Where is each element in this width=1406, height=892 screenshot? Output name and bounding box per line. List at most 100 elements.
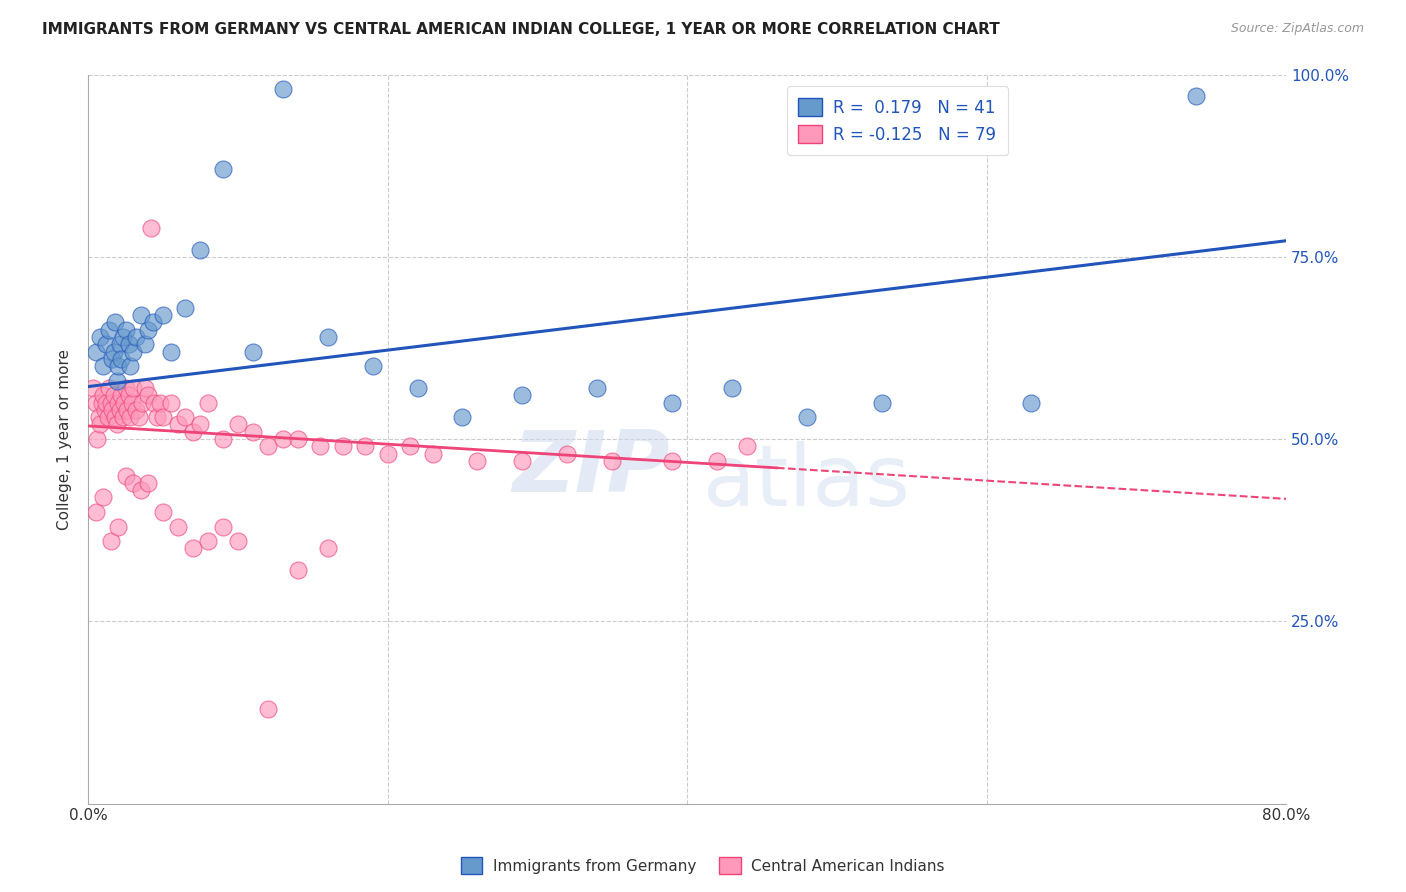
Point bbox=[190, 243, 212, 257]
Point bbox=[139, 220, 162, 235]
Point bbox=[120, 359, 142, 373]
Point bbox=[167, 417, 190, 432]
Point bbox=[512, 454, 534, 468]
Legend: R =  0.179   N = 41, R = -0.125   N = 79: R = 0.179 N = 41, R = -0.125 N = 79 bbox=[787, 87, 1008, 155]
Point bbox=[105, 417, 128, 432]
Point bbox=[87, 410, 110, 425]
Point bbox=[197, 534, 219, 549]
Point bbox=[122, 344, 145, 359]
Point bbox=[129, 483, 152, 497]
Point bbox=[107, 395, 129, 409]
Point bbox=[146, 410, 169, 425]
Point bbox=[93, 403, 115, 417]
Point bbox=[121, 395, 143, 409]
Point bbox=[128, 410, 150, 425]
Point bbox=[181, 425, 204, 439]
Point bbox=[101, 403, 124, 417]
Point bbox=[152, 505, 174, 519]
Point bbox=[796, 410, 818, 425]
Point bbox=[212, 432, 235, 446]
Point bbox=[316, 330, 339, 344]
Point bbox=[98, 381, 121, 395]
Point bbox=[212, 162, 235, 177]
Text: atlas: atlas bbox=[703, 442, 911, 524]
Point bbox=[287, 563, 309, 577]
Point bbox=[256, 439, 278, 453]
Point bbox=[512, 388, 534, 402]
Point bbox=[84, 395, 107, 409]
Point bbox=[152, 410, 174, 425]
Point bbox=[136, 323, 159, 337]
Point bbox=[94, 395, 117, 409]
Point bbox=[152, 308, 174, 322]
Point bbox=[555, 447, 578, 461]
Point bbox=[108, 403, 131, 417]
Point bbox=[114, 323, 136, 337]
Point bbox=[661, 454, 683, 468]
Point bbox=[309, 439, 332, 453]
Point bbox=[89, 417, 111, 432]
Point bbox=[98, 323, 121, 337]
Point bbox=[82, 381, 104, 395]
Point bbox=[136, 475, 159, 490]
Point bbox=[149, 395, 172, 409]
Point bbox=[110, 351, 132, 366]
Point bbox=[1185, 89, 1208, 103]
Point bbox=[122, 381, 145, 395]
Point bbox=[159, 395, 181, 409]
Point bbox=[117, 337, 139, 351]
Point bbox=[107, 519, 129, 533]
Point bbox=[84, 505, 107, 519]
Point bbox=[104, 410, 127, 425]
Point bbox=[111, 330, 134, 344]
Point bbox=[131, 395, 153, 409]
Point bbox=[129, 308, 152, 322]
Point bbox=[586, 381, 609, 395]
Point bbox=[101, 351, 124, 366]
Point bbox=[91, 359, 114, 373]
Point bbox=[115, 403, 138, 417]
Point bbox=[287, 432, 309, 446]
Point bbox=[271, 432, 294, 446]
Point bbox=[100, 395, 122, 409]
Point bbox=[141, 315, 163, 329]
Point bbox=[406, 381, 429, 395]
Point bbox=[451, 410, 474, 425]
Point bbox=[212, 519, 235, 533]
Point bbox=[94, 337, 117, 351]
Point bbox=[108, 337, 131, 351]
Point bbox=[197, 395, 219, 409]
Point bbox=[97, 410, 120, 425]
Point bbox=[226, 417, 249, 432]
Point bbox=[90, 395, 112, 409]
Point bbox=[134, 337, 156, 351]
Point bbox=[159, 344, 181, 359]
Point bbox=[242, 344, 264, 359]
Point bbox=[721, 381, 744, 395]
Point bbox=[86, 432, 108, 446]
Point bbox=[136, 388, 159, 402]
Point bbox=[870, 395, 893, 409]
Point bbox=[735, 439, 758, 453]
Point bbox=[100, 534, 122, 549]
Point bbox=[84, 344, 107, 359]
Point bbox=[112, 395, 135, 409]
Point bbox=[167, 519, 190, 533]
Point bbox=[104, 315, 127, 329]
Point bbox=[111, 410, 134, 425]
Point bbox=[600, 454, 623, 468]
Point bbox=[661, 395, 683, 409]
Point bbox=[399, 439, 422, 453]
Point bbox=[174, 410, 197, 425]
Point bbox=[117, 388, 139, 402]
Point bbox=[122, 475, 145, 490]
Point bbox=[143, 395, 166, 409]
Point bbox=[120, 410, 142, 425]
Point bbox=[271, 82, 294, 96]
Point bbox=[91, 491, 114, 505]
Point bbox=[706, 454, 728, 468]
Text: IMMIGRANTS FROM GERMANY VS CENTRAL AMERICAN INDIAN COLLEGE, 1 YEAR OR MORE CORRE: IMMIGRANTS FROM GERMANY VS CENTRAL AMERI… bbox=[42, 22, 1000, 37]
Point bbox=[103, 388, 125, 402]
Point bbox=[134, 381, 156, 395]
Point bbox=[256, 702, 278, 716]
